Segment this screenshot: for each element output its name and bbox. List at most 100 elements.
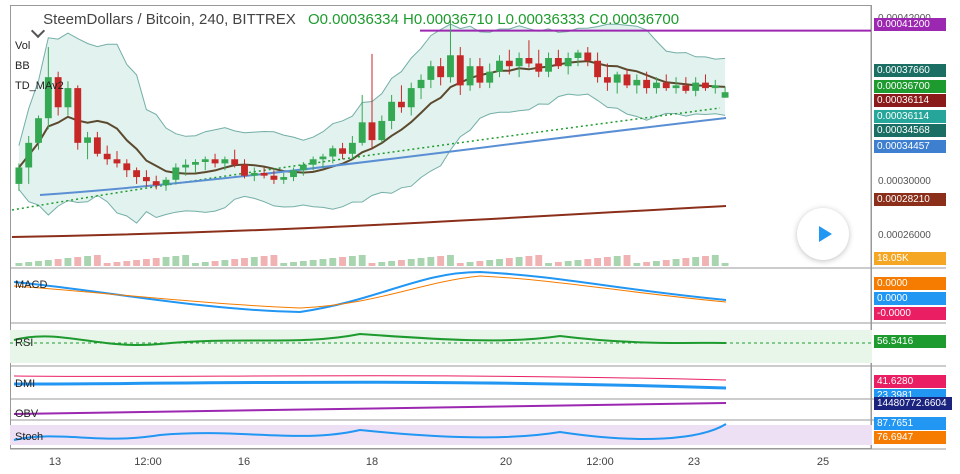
play-button[interactable] xyxy=(797,208,849,260)
volume-bar xyxy=(476,261,484,266)
trend-line xyxy=(11,107,721,211)
volume-bar xyxy=(260,256,268,266)
candle-body xyxy=(211,159,219,164)
candle-body xyxy=(93,137,101,154)
candle-body xyxy=(290,170,297,178)
volume-bar xyxy=(682,258,690,266)
volume-bar xyxy=(623,255,631,266)
candle-body xyxy=(574,52,582,58)
candle-body xyxy=(201,159,209,162)
dmi-adx-line xyxy=(13,380,727,390)
stoch-k-line xyxy=(13,423,727,441)
candle-body xyxy=(378,120,386,141)
volume-bar xyxy=(182,255,190,266)
candle-body xyxy=(662,82,670,89)
candle-body xyxy=(643,79,651,89)
volume-bar xyxy=(44,260,52,266)
volume-bar xyxy=(221,260,229,266)
volume-label[interactable]: Vol xyxy=(15,40,31,52)
volume-bar xyxy=(329,258,337,266)
candle-body xyxy=(515,58,523,67)
volume-bar xyxy=(672,259,680,266)
stoch-band xyxy=(10,425,872,445)
candle-body xyxy=(417,79,425,89)
candle-body xyxy=(260,172,268,176)
volume-bar xyxy=(358,255,366,266)
price-label: 0.00036114 xyxy=(874,94,946,107)
candle-body xyxy=(231,159,239,165)
candle-body xyxy=(358,122,366,143)
time-tick: 20 xyxy=(499,456,513,468)
candle-body xyxy=(486,71,494,83)
volume-bar xyxy=(172,256,180,266)
candle-body xyxy=(466,66,474,86)
candle-body xyxy=(437,66,445,78)
candle-body xyxy=(44,77,52,119)
volume-bar xyxy=(201,262,209,266)
candle-body xyxy=(123,163,131,171)
volume-bar xyxy=(545,263,552,266)
long-ma-line xyxy=(11,205,727,238)
volume-bar xyxy=(653,261,660,266)
candle-body xyxy=(103,153,111,160)
obv-label[interactable]: OBV xyxy=(15,408,39,420)
volume-bar xyxy=(270,255,278,266)
candle-body xyxy=(476,66,484,83)
bollinger-label[interactable]: BB xyxy=(15,60,30,72)
volume-bar xyxy=(564,261,572,266)
candle-body xyxy=(329,148,337,157)
volume-bar xyxy=(584,259,592,266)
price-label: 0.00037660 xyxy=(874,64,946,77)
symbol-title: SteemDollars / Bitcoin, 240, BITTREX xyxy=(43,11,296,28)
volume-bar xyxy=(574,260,582,266)
macd-value: 0.0000 xyxy=(874,277,946,290)
time-tick: 16 xyxy=(237,456,251,468)
candle-body xyxy=(407,88,415,108)
stoch-d-value: 76.6947 xyxy=(874,431,946,444)
volume-bar xyxy=(397,260,405,266)
volume-bar xyxy=(231,259,239,266)
volume-bar xyxy=(54,259,62,266)
time-tick: 18 xyxy=(365,456,379,468)
candle-body xyxy=(15,167,23,184)
candle-body xyxy=(113,159,121,164)
volume-bar xyxy=(280,263,288,266)
bollinger-lower xyxy=(18,93,726,224)
volume-bar xyxy=(515,257,523,266)
volume-bar xyxy=(662,260,670,266)
volume-bar xyxy=(486,260,494,266)
candle-body xyxy=(25,142,33,168)
rsi-label[interactable]: RSI xyxy=(15,337,34,349)
macd-label[interactable]: MACD xyxy=(15,279,48,291)
play-icon xyxy=(818,226,832,242)
candle-body xyxy=(299,164,307,171)
rsi-line xyxy=(13,332,727,347)
obv-value: 14480772.6604 xyxy=(874,397,952,410)
volume-bar xyxy=(643,262,651,266)
macd-hist-value: -0.0000 xyxy=(874,307,946,320)
volume-bar xyxy=(535,255,543,266)
candle-body xyxy=(74,88,82,143)
mid-ma-line xyxy=(39,117,727,196)
volume-bar xyxy=(113,262,121,266)
price-label: 0.00041200 xyxy=(874,18,946,31)
stoch-label[interactable]: Stoch xyxy=(15,431,44,443)
candle-body xyxy=(633,79,641,86)
candle-body xyxy=(623,74,631,86)
volume-bar xyxy=(319,259,327,266)
volume-bar xyxy=(152,258,160,266)
candle-body xyxy=(554,58,562,67)
candle-body xyxy=(172,167,180,180)
volume-bar xyxy=(378,262,386,266)
candle-body xyxy=(702,82,709,89)
candle-body xyxy=(250,172,258,176)
dmi-label[interactable]: DMI xyxy=(15,378,36,390)
volume-bar xyxy=(594,258,602,266)
candle-body xyxy=(594,60,602,78)
volume-bar xyxy=(525,256,533,266)
candle-body xyxy=(505,60,513,67)
candle-body xyxy=(142,177,150,182)
td-ma-label[interactable]: TD_MAv2 xyxy=(15,80,64,92)
candle-body xyxy=(64,88,72,108)
